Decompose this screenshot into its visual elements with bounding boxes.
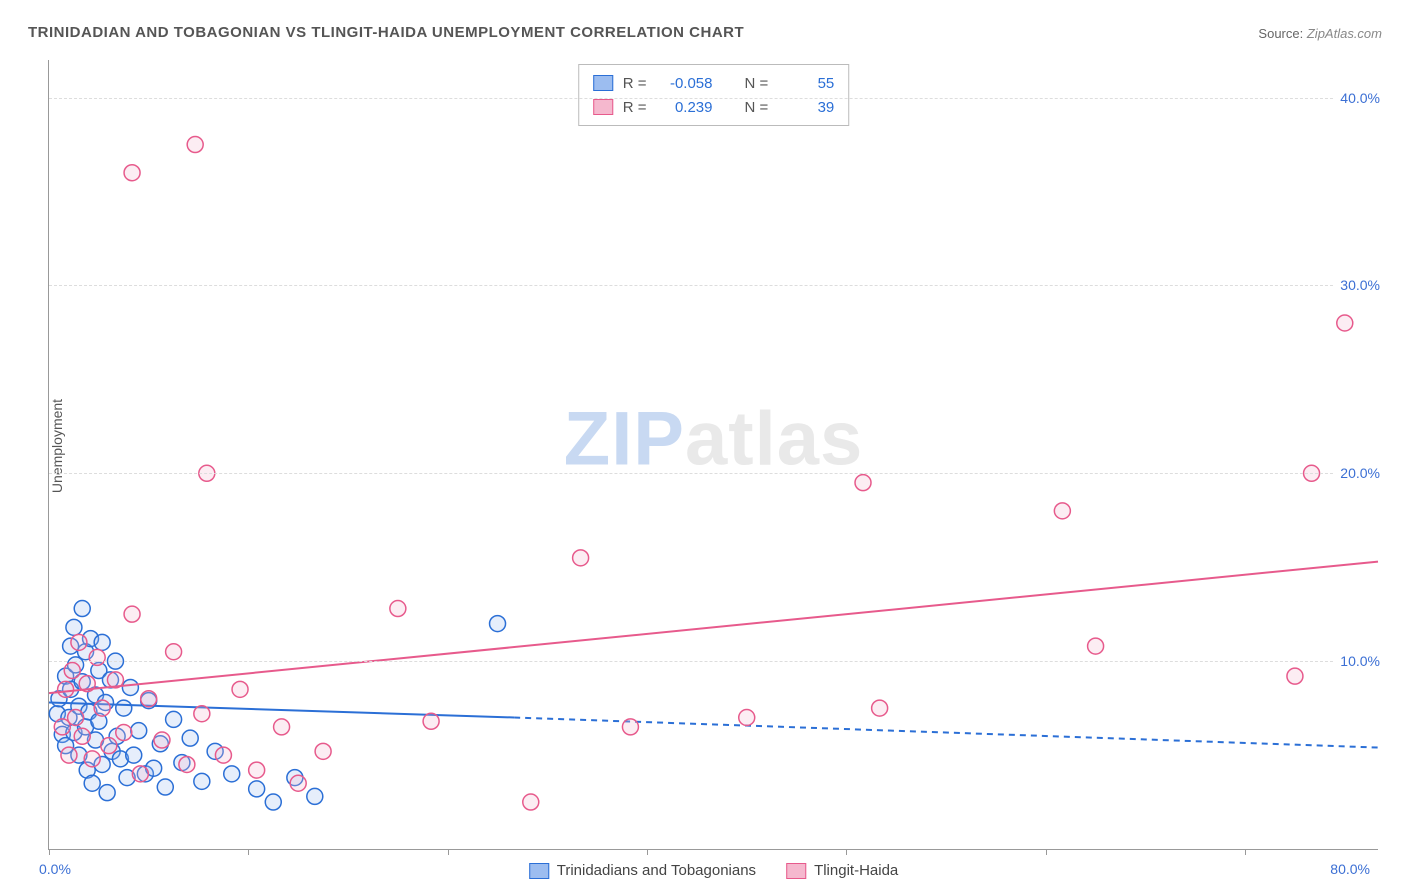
scatter-point (1088, 638, 1104, 654)
x-tick-max: 80.0% (1330, 861, 1370, 877)
scatter-point (290, 775, 306, 791)
scatter-point (274, 719, 290, 735)
scatter-point (124, 606, 140, 622)
scatter-point (194, 706, 210, 722)
legend-swatch-series1 (529, 863, 549, 879)
scatter-point (94, 700, 110, 716)
scatter-point (523, 794, 539, 810)
legend-label-series2: Tlingit-Haida (814, 862, 898, 879)
plot-area: ZIPatlas R = -0.058 N = 55 R = 0.239 N =… (48, 60, 1378, 850)
scatter-point (179, 756, 195, 772)
scatter-point (215, 747, 231, 763)
scatter-point (194, 773, 210, 789)
scatter-point (423, 713, 439, 729)
scatter-point (101, 738, 117, 754)
scatter-point (157, 779, 173, 795)
scatter-point (141, 691, 157, 707)
legend-item-series2: Tlingit-Haida (786, 862, 898, 879)
scatter-point (166, 644, 182, 660)
scatter-point (739, 710, 755, 726)
scatter-point (61, 747, 77, 763)
regression-line-extrapolated (514, 718, 1378, 748)
scatter-point (315, 743, 331, 759)
scatter-point (66, 619, 82, 635)
scatter-point (124, 165, 140, 181)
scatter-point (122, 679, 138, 695)
source-value: ZipAtlas.com (1307, 26, 1382, 41)
scatter-point (232, 681, 248, 697)
scatter-point (187, 137, 203, 153)
scatter-point (131, 723, 147, 739)
scatter-point (68, 710, 84, 726)
scatter-point (166, 711, 182, 727)
scatter-point (74, 728, 90, 744)
scatter-point (872, 700, 888, 716)
scatter-point (249, 781, 265, 797)
regression-line (49, 562, 1378, 693)
scatter-point (71, 634, 87, 650)
scatter-point (182, 730, 198, 746)
plot-svg (49, 60, 1378, 849)
scatter-point (89, 649, 105, 665)
y-tick-label: 40.0% (1334, 90, 1380, 106)
scatter-point (58, 681, 74, 697)
scatter-point (622, 719, 638, 735)
scatter-point (94, 634, 110, 650)
scatter-point (74, 601, 90, 617)
scatter-point (1337, 315, 1353, 331)
scatter-point (224, 766, 240, 782)
scatter-point (84, 775, 100, 791)
chart-title: TRINIDADIAN AND TOBAGONIAN VS TLINGIT-HA… (28, 24, 744, 41)
source-label: Source: (1258, 26, 1303, 41)
y-tick-label: 10.0% (1334, 653, 1380, 669)
scatter-point (307, 788, 323, 804)
scatter-point (490, 616, 506, 632)
source-attribution: Source: ZipAtlas.com (1258, 26, 1382, 41)
x-tick-min: 0.0% (39, 861, 71, 877)
y-tick-label: 20.0% (1334, 465, 1380, 481)
scatter-point (64, 663, 80, 679)
legend-label-series1: Trinidadians and Tobagonians (557, 862, 756, 879)
scatter-point (1287, 668, 1303, 684)
scatter-point (99, 785, 115, 801)
scatter-point (154, 732, 170, 748)
legend-swatch-series2 (786, 863, 806, 879)
scatter-point (1054, 503, 1070, 519)
scatter-point (249, 762, 265, 778)
scatter-point (265, 794, 281, 810)
scatter-point (126, 747, 142, 763)
scatter-point (132, 766, 148, 782)
scatter-point (573, 550, 589, 566)
scatter-point (116, 725, 132, 741)
legend: Trinidadians and Tobagonians Tlingit-Hai… (529, 862, 899, 879)
scatter-point (855, 475, 871, 491)
y-tick-label: 30.0% (1334, 277, 1380, 293)
scatter-point (116, 700, 132, 716)
scatter-point (84, 751, 100, 767)
legend-item-series1: Trinidadians and Tobagonians (529, 862, 756, 879)
scatter-point (390, 601, 406, 617)
